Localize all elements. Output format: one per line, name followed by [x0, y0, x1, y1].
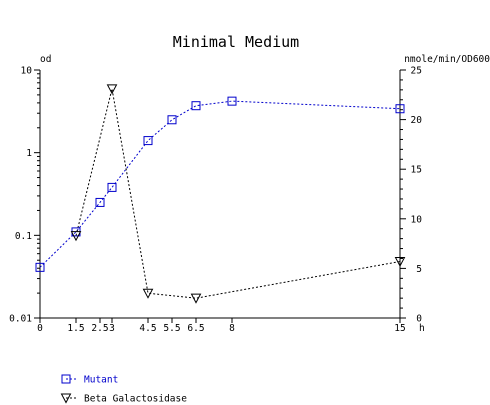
y-left-tick-label: 1 [26, 148, 32, 159]
x-tick-label: 1.5 [67, 323, 84, 334]
x-tick-label: 5.5 [163, 323, 180, 334]
x-axis-label: h [419, 323, 425, 334]
y-right-tick-label: 20 [411, 115, 423, 126]
data-point-1 [394, 256, 406, 268]
y-right-tick-label: 5 [416, 264, 422, 275]
series-lines [39, 88, 401, 299]
data-point-0 [95, 197, 105, 207]
y-right-tick-label: 0 [416, 314, 422, 325]
y-left-tick-label: 0.1 [15, 231, 32, 242]
y-axis-right-label: nmole/min/OD600 [404, 54, 490, 65]
legend-marker-triangle [60, 393, 72, 404]
series-line-1 [75, 88, 401, 299]
y-left-tick-label: 0.01 [9, 314, 32, 325]
data-point-1 [106, 84, 118, 95]
data-point-0 [35, 262, 45, 272]
data-point-0 [227, 96, 237, 106]
y-right-tick-label: 10 [411, 214, 423, 225]
y-right-tick-label: 15 [411, 165, 422, 176]
y-axis-left-label: od [40, 54, 51, 65]
x-tick-label: 6.5 [187, 323, 204, 334]
series-markers [35, 84, 406, 304]
x-tick-label: 2.5 [91, 323, 108, 334]
data-point-0 [395, 104, 405, 114]
x-tick-label: 0 [37, 323, 43, 334]
data-point-0 [191, 101, 201, 111]
x-tick-label: 3 [109, 323, 115, 334]
x-tick-label: 4.5 [139, 323, 156, 334]
legend-label: Mutant [84, 375, 118, 386]
legend-marker-square [61, 374, 71, 384]
data-point-0 [143, 136, 153, 146]
y-left-tick-label: 10 [21, 66, 33, 77]
axes: 0 1.5 2.5 3 4.5 5.5 6.5 8 15 10 1 0.1 0.01 25 20 15 10 5 0 [9, 66, 422, 335]
legend-label: Beta Galactosidase [84, 394, 187, 405]
data-point-1 [70, 231, 82, 242]
x-tick-label: 8 [229, 323, 235, 334]
data-point-1 [190, 293, 202, 304]
x-tick-label: 15 [394, 323, 405, 334]
chart-title: Minimal Medium [173, 33, 299, 51]
data-point-0 [167, 115, 177, 125]
legend: Mutant Beta Galactosidase [60, 374, 187, 405]
data-point-0 [107, 182, 117, 192]
data-point-1 [142, 288, 154, 299]
y-right-tick-label: 25 [411, 66, 422, 77]
series-line-0 [39, 100, 401, 268]
